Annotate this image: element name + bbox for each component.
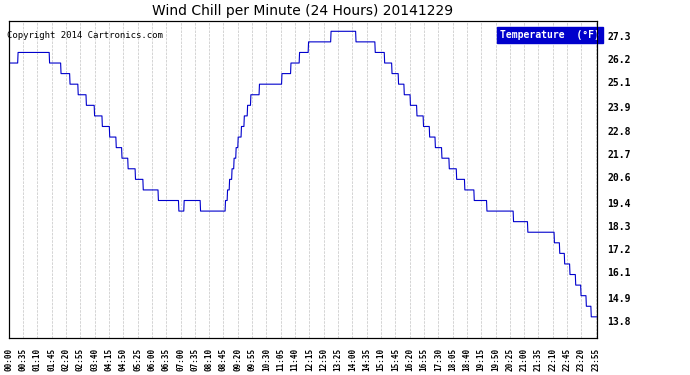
Title: Wind Chill per Minute (24 Hours) 20141229: Wind Chill per Minute (24 Hours) 2014122… [152, 4, 453, 18]
Text: Temperature  (°F): Temperature (°F) [500, 30, 600, 40]
Text: Copyright 2014 Cartronics.com: Copyright 2014 Cartronics.com [7, 30, 163, 39]
